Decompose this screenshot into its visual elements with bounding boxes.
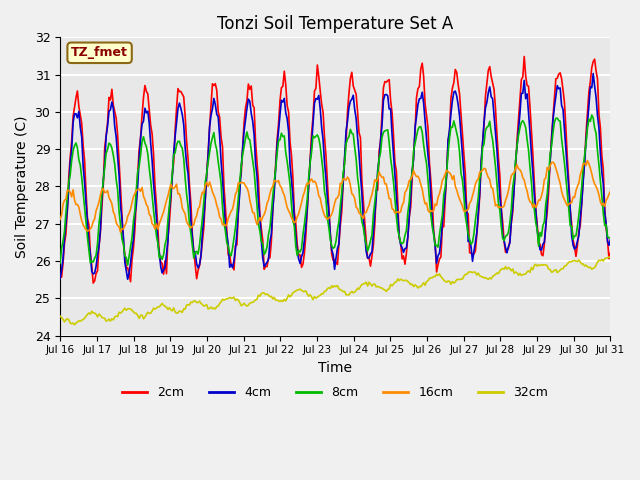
X-axis label: Time: Time [318, 361, 352, 375]
Title: Tonzi Soil Temperature Set A: Tonzi Soil Temperature Set A [217, 15, 453, 33]
Text: TZ_fmet: TZ_fmet [71, 46, 128, 60]
Legend: 2cm, 4cm, 8cm, 16cm, 32cm: 2cm, 4cm, 8cm, 16cm, 32cm [117, 381, 553, 404]
Y-axis label: Soil Temperature (C): Soil Temperature (C) [15, 115, 29, 258]
